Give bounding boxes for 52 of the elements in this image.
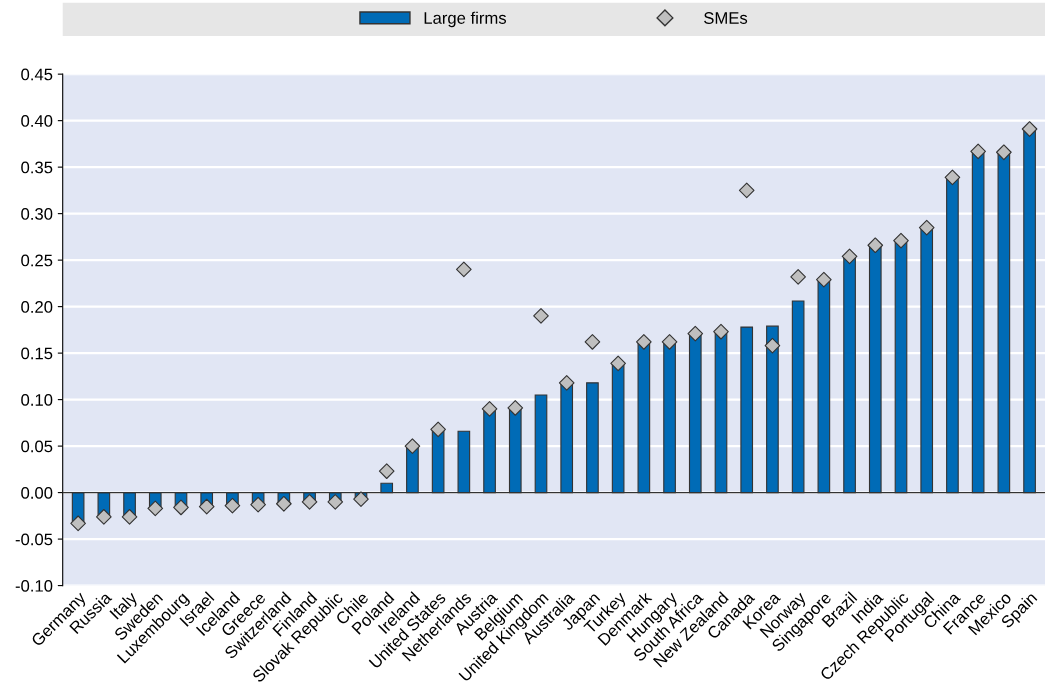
- y-tick-label: 0.20: [21, 301, 53, 313]
- point: [764, 337, 781, 354]
- point: [996, 144, 1012, 161]
- point: [533, 308, 549, 324]
- legend-label: SMEs: [704, 12, 748, 24]
- point: [636, 334, 652, 350]
- point: [713, 323, 729, 340]
- y-tick-label: 0.40: [21, 115, 53, 127]
- point: [584, 334, 601, 350]
- point: [841, 248, 858, 265]
- point: [404, 438, 421, 454]
- y-tick-label: 0.10: [21, 394, 53, 406]
- point: [687, 325, 704, 342]
- point: [944, 169, 961, 186]
- point: [456, 261, 472, 278]
- point: [353, 491, 369, 507]
- point: [301, 494, 318, 510]
- point: [250, 496, 266, 513]
- point: [481, 401, 498, 417]
- y-tick-label: -0.10: [15, 579, 53, 592]
- legend-label: Large firms: [424, 11, 507, 28]
- y-tick-label: -0.05: [15, 533, 53, 546]
- point: [198, 498, 215, 515]
- point: [378, 463, 395, 480]
- point: [121, 508, 138, 525]
- point: [430, 421, 446, 438]
- point: [610, 355, 626, 372]
- point: [507, 400, 524, 416]
- y-tick-label: 0.05: [21, 440, 53, 453]
- point: [970, 143, 986, 160]
- point: [867, 237, 884, 254]
- point: [70, 515, 86, 532]
- y-tick-label: 0.00: [21, 487, 53, 499]
- point: [327, 494, 344, 510]
- y-tick-label: 0.45: [21, 68, 53, 81]
- point: [790, 269, 806, 285]
- point: [224, 497, 241, 514]
- point: [918, 219, 935, 236]
- point: [661, 334, 678, 350]
- y-tick-label: 0.15: [21, 347, 53, 360]
- point: [738, 182, 755, 199]
- point: [816, 271, 832, 288]
- point: [558, 375, 575, 391]
- point: [96, 508, 112, 525]
- y-tick-label: 0.25: [21, 254, 53, 267]
- point: [173, 499, 189, 516]
- y-tick-label: 0.35: [21, 161, 53, 174]
- y-tick-label: 0.30: [21, 208, 53, 220]
- point: [893, 232, 909, 249]
- point: [1021, 121, 1038, 137]
- point: [147, 500, 164, 517]
- point: [276, 495, 292, 512]
